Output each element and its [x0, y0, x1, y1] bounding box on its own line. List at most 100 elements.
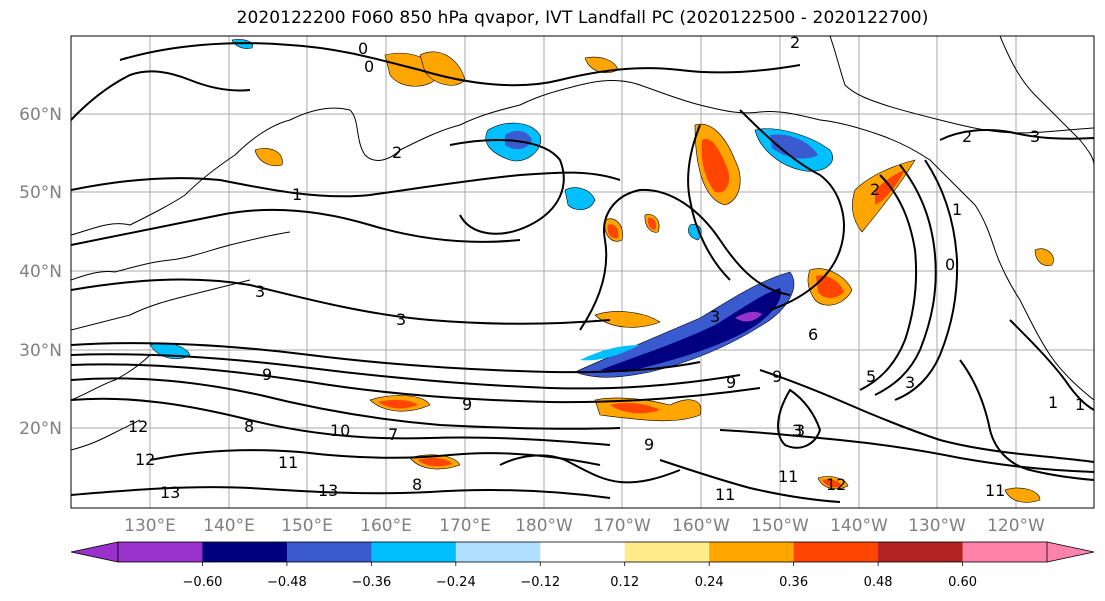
- shaded-regions: [149, 39, 1054, 503]
- contour-label: 0: [358, 39, 368, 58]
- contour-label: 3: [795, 421, 805, 440]
- contour-line: [119, 42, 801, 87]
- longitude-label: 170°E: [439, 516, 491, 536]
- coastline: [71, 419, 141, 451]
- contour-label: 3: [1030, 127, 1040, 146]
- contour-label: 9: [262, 365, 272, 384]
- longitude-label: 160°E: [360, 516, 412, 536]
- positive-anomaly-patch: [378, 399, 418, 409]
- contour-label: 3: [255, 282, 265, 301]
- contour-label: 1: [952, 200, 962, 219]
- contour-line: [959, 359, 1094, 481]
- coastline: [999, 36, 1094, 166]
- coastline: [71, 107, 401, 236]
- contour-label: 7: [388, 425, 398, 444]
- negative-anomaly-peak: [735, 311, 762, 322]
- contour-label: 11: [778, 467, 798, 486]
- negative-anomaly-band: [574, 271, 795, 378]
- positive-anomaly-patch: [254, 148, 283, 167]
- contour-label: 9: [462, 395, 472, 414]
- colorbar-tick-labels: −0.60 −0.48 −0.36 −0.24 −0.12 0.12 0.24 0.36 0.4…: [183, 562, 977, 590]
- longitude-labels: 130°E 140°E 150°E 160°E 170°E 180°W 170°W 160°W…: [124, 516, 1045, 536]
- negative-anomaly-patch: [505, 130, 532, 150]
- positive-anomaly-patch: [1004, 487, 1041, 503]
- positive-anomaly-patch: [1034, 248, 1054, 266]
- contour-label: 0: [945, 255, 955, 274]
- longitude-label: 170°W: [593, 516, 651, 536]
- colorbar-segment: [709, 542, 795, 562]
- latitude-label: 60°N: [19, 105, 62, 125]
- contour-label: 3: [710, 307, 720, 326]
- map-border: [70, 35, 1095, 509]
- colorbar-tick-label: −0.60: [183, 575, 223, 590]
- latitude-label: 30°N: [19, 341, 62, 361]
- positive-anomaly-patch: [607, 224, 619, 239]
- longitude-label: 130°W: [908, 516, 966, 536]
- colorbar-tick-label: 0.60: [948, 575, 977, 590]
- contour-label: 9: [726, 373, 736, 392]
- contour-line: [71, 353, 741, 390]
- positive-anomaly-patch: [647, 217, 657, 230]
- contour-label: 12: [135, 450, 155, 469]
- coastline: [71, 231, 291, 281]
- negative-anomaly-patch: [770, 134, 818, 159]
- contour-line: [859, 174, 918, 391]
- contour-line: [449, 139, 565, 235]
- colorbar-segment: [202, 542, 288, 562]
- latitude-label: 50°N: [19, 183, 62, 203]
- contour-line: [71, 70, 251, 121]
- coastline: [71, 279, 251, 331]
- contour-labels: 0 0 2 1 1 3 3 9 9 12 12 13 8 10 11 13 11…: [128, 33, 1085, 504]
- contour-line: [939, 129, 1094, 141]
- colorbar-extend-high: [1046, 541, 1095, 563]
- contour-label: 2: [870, 180, 880, 199]
- contour-line: [1009, 319, 1094, 411]
- longitude-label: 120°W: [987, 516, 1045, 536]
- positive-anomaly-patch: [418, 457, 452, 467]
- colorbar-segment: [793, 542, 879, 562]
- positive-anomaly-patch: [701, 139, 730, 193]
- colorbar-tick-label: 0.24: [695, 575, 724, 590]
- contour-label: 12: [128, 417, 148, 436]
- contour-line: [71, 363, 761, 404]
- contour-line: [894, 159, 959, 401]
- contour-label: 2: [790, 33, 800, 52]
- contour-label: 8: [244, 417, 254, 436]
- contour-line: [659, 459, 841, 503]
- contour-line: [149, 449, 601, 466]
- contour-label: 9: [644, 435, 654, 454]
- contour-label: 0: [364, 57, 374, 76]
- longitude-label: 130°E: [124, 516, 176, 536]
- latitude-label: 40°N: [19, 262, 62, 282]
- colorbar-segment: [624, 542, 710, 562]
- negative-anomaly-edge: [580, 345, 640, 361]
- longitude-label: 160°W: [672, 516, 730, 536]
- colorbar-tick-label: −0.24: [436, 575, 476, 590]
- contour-line: [71, 342, 701, 374]
- contour-label: 2: [392, 143, 402, 162]
- colorbar-segment: [118, 542, 203, 562]
- positive-anomaly-patch: [816, 275, 844, 298]
- contour-label: 5: [866, 367, 876, 386]
- colorbar-segment: [455, 542, 541, 562]
- contour-label: 13: [318, 481, 338, 500]
- contour-line: [874, 164, 937, 396]
- colorbar-extend-low: [70, 541, 119, 563]
- colorbar-segment: [962, 542, 1048, 562]
- colorbar-segment: [540, 542, 626, 562]
- coastlines: [71, 36, 1094, 451]
- coastline: [819, 119, 1094, 401]
- longitude-label: 150°W: [751, 516, 809, 536]
- contour-line: [71, 377, 621, 430]
- contour-label: 3: [905, 373, 915, 392]
- contour-label: 10: [330, 421, 350, 440]
- contour-line: [71, 278, 611, 325]
- contour-label: 2: [962, 127, 972, 146]
- map-content: 0 0 2 1 1 3 3 9 9 12 12 13 8 10 11 13 11…: [71, 33, 1094, 508]
- contour-label: 6: [808, 325, 818, 344]
- contours: [71, 42, 1094, 503]
- colorbar-segment: [878, 542, 964, 562]
- contour-line: [579, 188, 791, 331]
- contour-label: 11: [278, 453, 298, 472]
